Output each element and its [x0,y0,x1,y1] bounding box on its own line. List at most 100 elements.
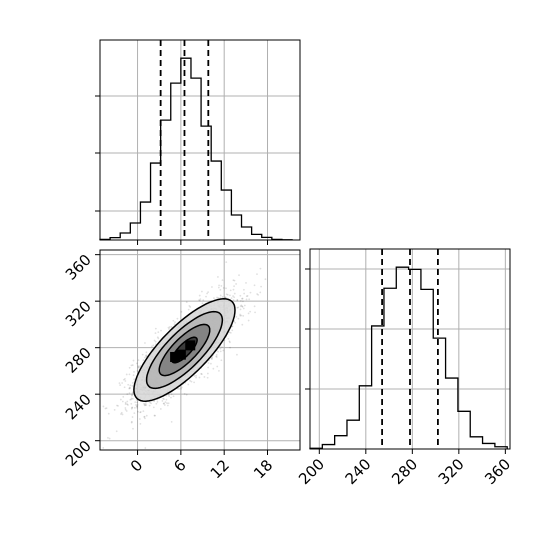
scatter-point [193,375,196,377]
scatter-point [128,366,131,369]
scatter-point [143,403,145,405]
scatter-point [150,402,152,405]
scatter-point [135,362,138,365]
scatter-point [170,396,172,399]
scatter-point [206,376,209,379]
scatter-point [145,404,148,406]
scatter-point [162,397,164,400]
scatter-point [133,412,136,415]
scatter-point [240,314,243,317]
scatter-point [183,392,186,395]
scatter-point [129,384,132,387]
scatter-point [166,404,169,407]
scatter-point [220,359,223,362]
scatter-point [168,328,170,330]
scatter-point [200,290,203,293]
scatter-point [229,332,232,334]
scatter-point [137,359,140,361]
scatter-point [161,400,164,402]
scatter-point [108,437,111,440]
scatter-point [105,407,108,410]
scatter-point [219,347,222,350]
density-core-cell [170,351,181,362]
scatter-point [218,284,220,287]
scatter-point [170,325,173,328]
scatter-point [148,404,151,407]
density-core-cell [185,340,196,351]
scatter-point [167,402,170,405]
scatter-point [249,310,252,313]
scatter-point [200,373,203,376]
scatter-point [229,294,231,297]
scatter-point [121,400,124,403]
scatter-point [130,402,133,405]
scatter-point [131,392,134,395]
scatter-point [144,417,146,420]
scatter-point [139,411,142,413]
scatter-point [118,382,121,385]
scatter-point [143,404,146,407]
scatter-point [229,346,231,349]
scatter-point [205,295,207,298]
scatter-point [143,356,146,359]
scatter-point [102,405,105,408]
scatter-point [198,299,200,302]
scatter-point [149,401,151,404]
scatter-point [221,296,224,298]
scatter-point [239,313,242,316]
scatter-point [130,420,133,423]
scatter-point [145,402,147,404]
scatter-point [206,372,209,375]
scatter-point [131,381,134,384]
scatter-point [144,447,147,449]
scatter-point [163,402,165,405]
scatter-point [254,311,256,314]
scatter-point [157,331,160,334]
scatter-point [172,319,175,322]
scatter-point [167,326,170,329]
scatter-point [236,299,239,302]
scatter-point [224,296,227,299]
scatter-point [224,296,226,299]
scatter-point [113,408,116,411]
scatter-point [236,353,238,356]
scatter-point [232,295,234,297]
scatter-point [225,287,227,290]
axes-frame [99,249,301,451]
scatter-point [248,298,251,301]
scatter-point [139,365,142,367]
scatter-point [220,285,223,287]
scatter-point [152,344,155,347]
scatter-point [163,398,165,401]
scatter-point [153,400,155,402]
scatter-point [107,436,109,439]
scatter-point [228,331,231,334]
scatter-point [125,373,128,376]
scatter-point [124,378,126,380]
scatter-point [131,384,134,387]
scatter-point [173,323,176,326]
scatter-point [195,376,197,379]
scatter-point [188,305,191,307]
scatter-point [221,346,223,348]
scatter-point [133,378,136,381]
scatter-point [225,293,228,296]
scatter-point [157,337,160,340]
scatter-point [245,298,248,301]
scatter-point [210,358,213,361]
scatter-point [170,393,173,396]
scatter-point [121,382,124,384]
scatter-point [217,276,219,278]
scatter-point [180,387,183,390]
scatter-point [119,384,122,386]
scatter-point [187,383,190,386]
scatter-point [239,300,242,302]
scatter-point [119,398,122,401]
scatter-point [156,401,159,403]
scatter-point [253,284,256,287]
scatter-point [127,383,130,386]
scatter-point [126,404,129,406]
scatter-point [211,286,213,288]
